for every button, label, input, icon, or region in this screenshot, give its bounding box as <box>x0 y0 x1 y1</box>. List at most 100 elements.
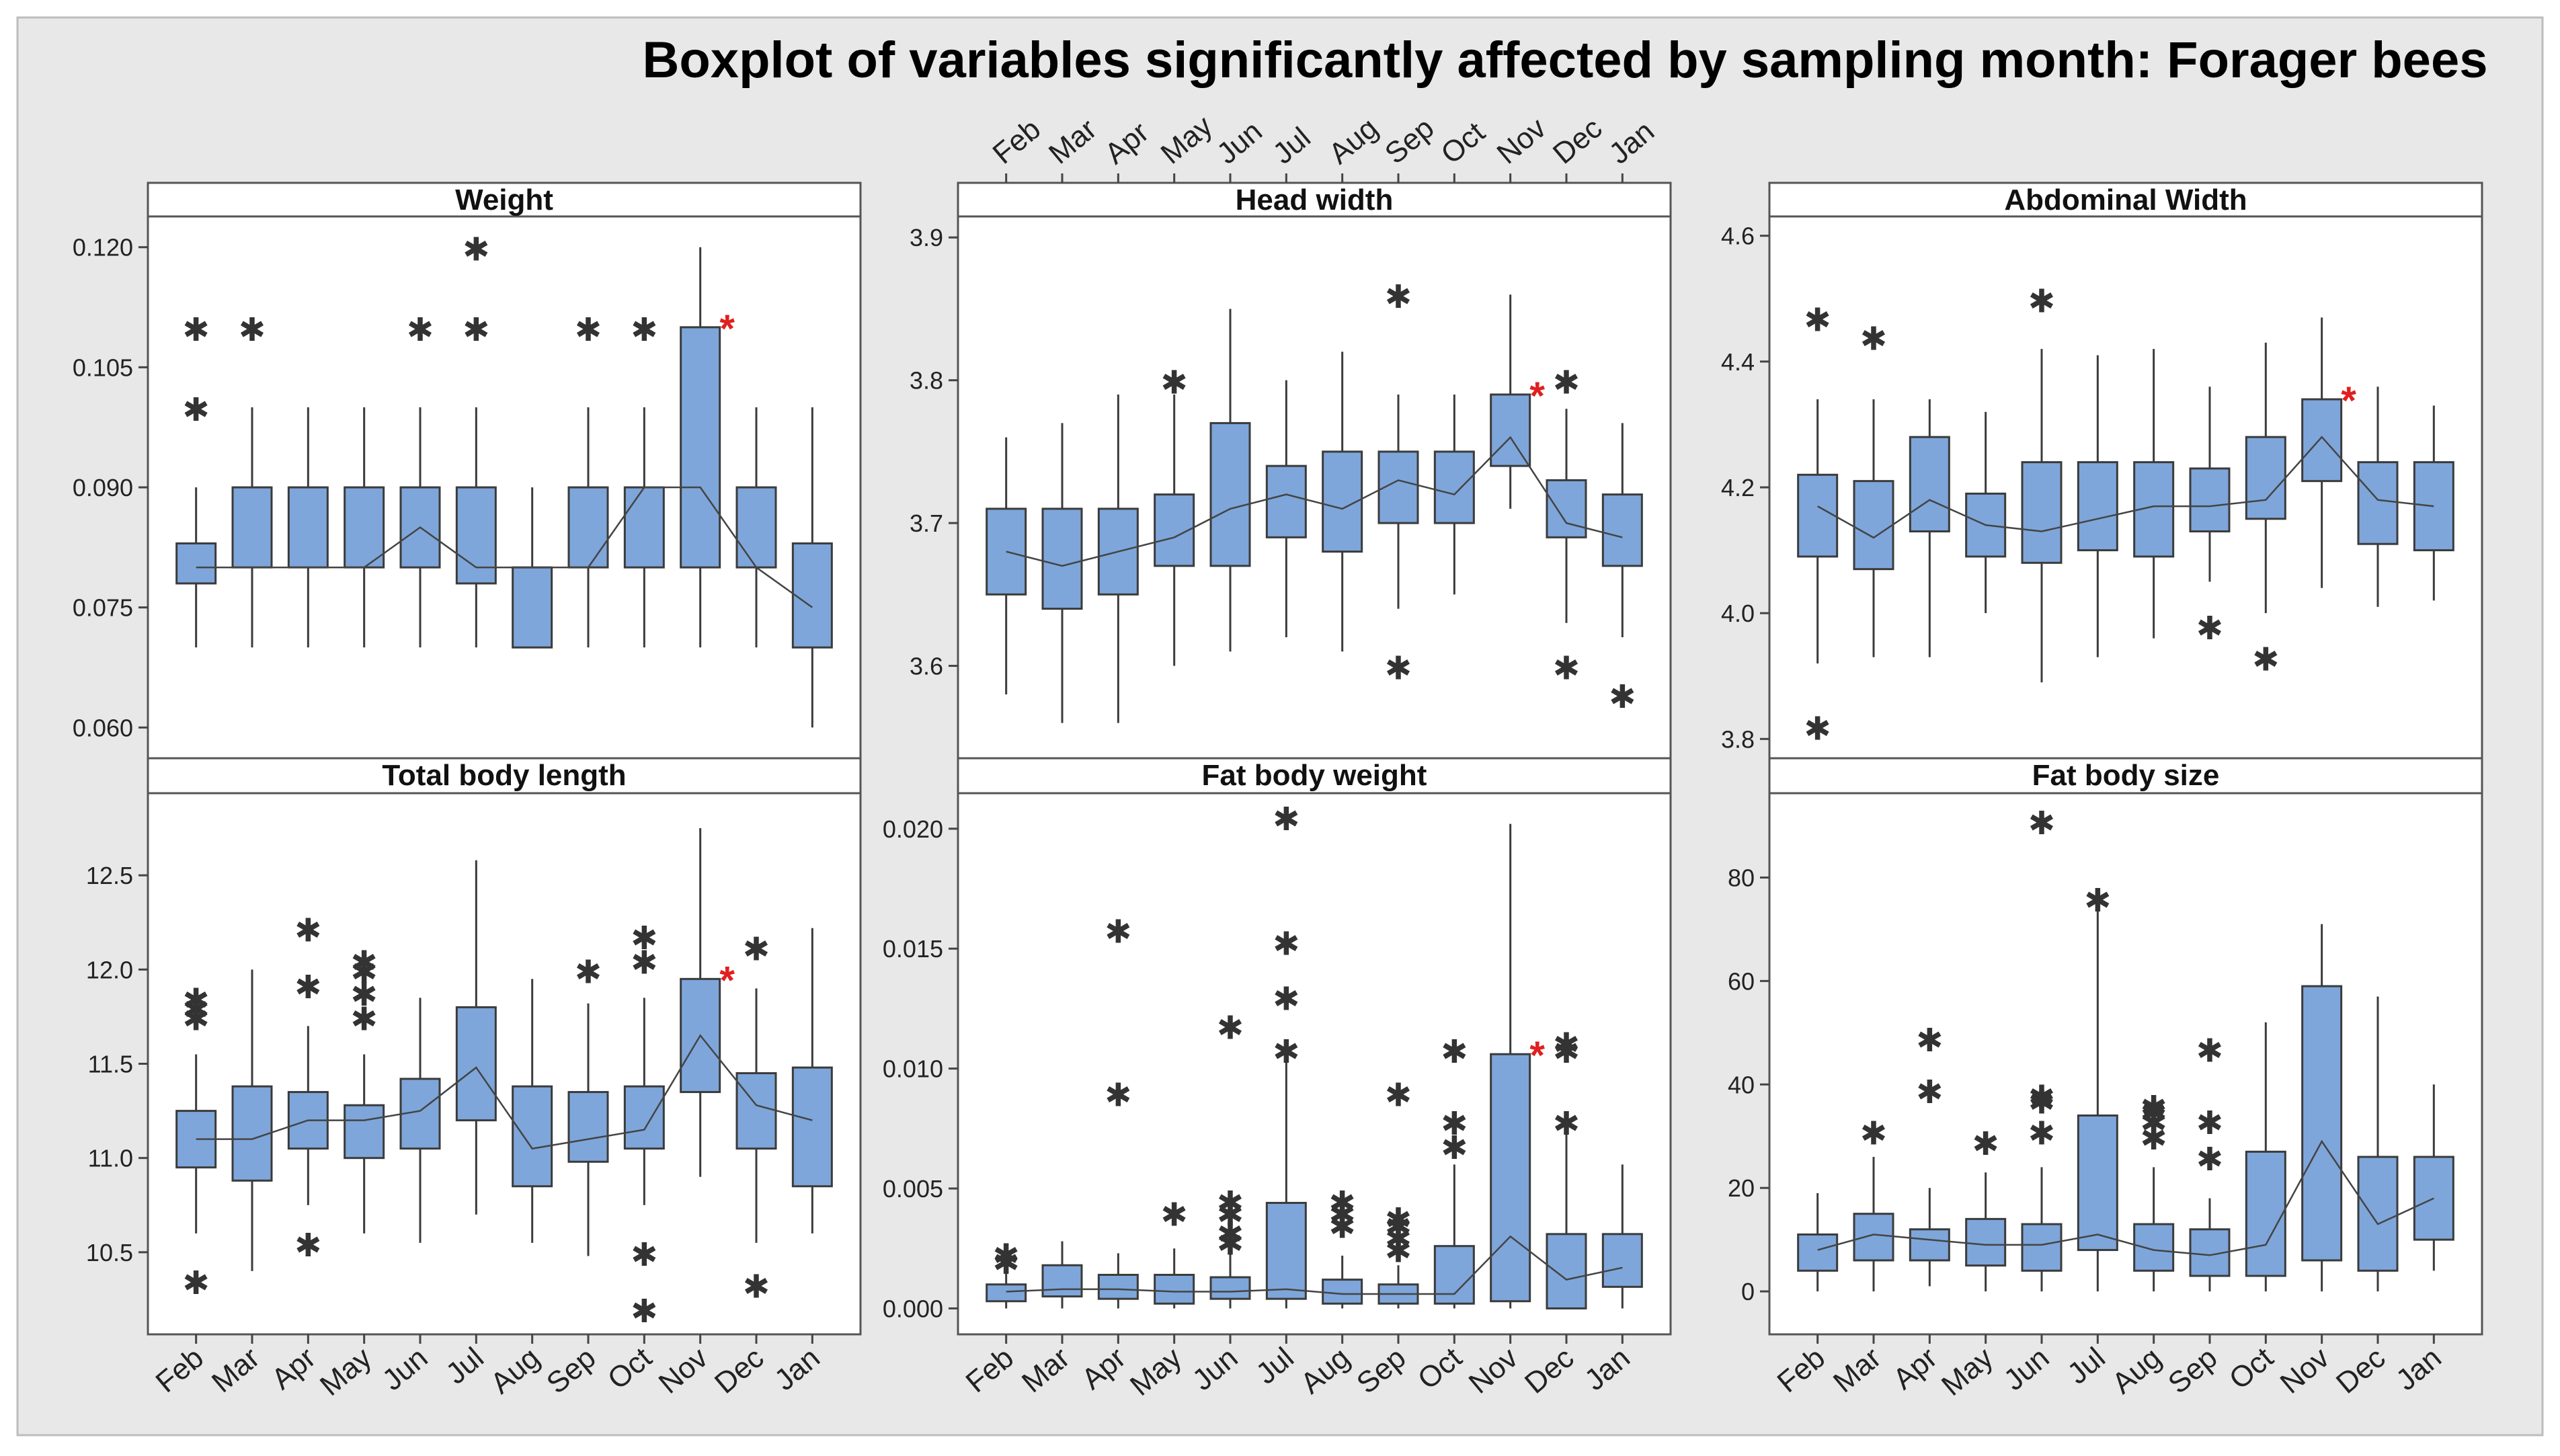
box-iqr <box>2301 398 2343 483</box>
box-may: ✱ <box>1154 1198 1195 1309</box>
mean-connect-line <box>1817 1139 2434 1256</box>
box-sep: ✱✱✱ <box>2189 1033 2231 1292</box>
box-iqr <box>1433 450 1475 524</box>
box-iqr <box>1965 1217 2007 1267</box>
significance-asterisk: * <box>719 959 735 1002</box>
box-mar <box>1041 423 1083 723</box>
outlier-mark: ✱ <box>1553 1106 1580 1142</box>
box-iqr <box>1797 1233 1839 1272</box>
box-sep: ✱✱✱✱✱ <box>1377 1078 1419 1309</box>
box-iqr <box>735 486 777 569</box>
y-tick-label: 0.010 <box>883 1055 943 1083</box>
outlier-mark: ✱ <box>1441 1035 1468 1070</box>
box-dec <box>2357 387 2399 607</box>
outlier-mark: ✱ <box>1441 1131 1468 1166</box>
box-apr <box>287 407 329 648</box>
outlier-mark: ✱ <box>183 313 210 348</box>
outlier-mark: ✱ <box>1441 1106 1468 1142</box>
box-iqr <box>344 486 385 569</box>
box-feb: ✱✱ <box>175 313 217 648</box>
box-feb: ✱✱✱✱ <box>175 983 217 1301</box>
box-iqr <box>175 542 217 585</box>
box-jul <box>1265 380 1307 638</box>
outlier-mark: ✱ <box>993 1238 1020 1274</box>
box-sep: ✱ <box>567 955 609 1256</box>
panel-total-body-length: Total body length10.511.011.512.012.5✱✱✱… <box>86 757 862 1402</box>
outlier-mark: ✱ <box>2196 1106 2223 1141</box>
mean-connect-line <box>1817 436 2434 539</box>
box-iqr <box>1041 1264 1083 1298</box>
box-jul: ✱✱ <box>455 233 497 648</box>
significance-asterisk: * <box>1529 1034 1545 1078</box>
box-iqr <box>986 1283 1027 1303</box>
box-jan: ✱ <box>1601 423 1643 715</box>
box-feb: ✱✱ <box>986 1238 1027 1309</box>
box-iqr <box>1490 393 1531 467</box>
mean-connect-line <box>1006 1235 1623 1295</box>
y-tick-label: 4.6 <box>1721 223 1755 250</box>
box-iqr <box>1601 493 1643 567</box>
box-iqr <box>1546 479 1587 538</box>
outlier-mark: ✱ <box>743 932 770 968</box>
outlier-mark: ✱ <box>1161 1198 1188 1233</box>
y-tick-label: 0.075 <box>73 594 133 622</box>
box-iqr <box>344 1104 385 1160</box>
outlier-mark: ✱ <box>1329 1210 1356 1246</box>
box-jun: ✱✱✱✱ <box>2021 806 2063 1292</box>
box-iqr <box>791 1066 833 1188</box>
y-tick-label: 3.7 <box>910 510 943 537</box>
outlier-mark: ✱ <box>2141 1106 2167 1141</box>
box-dec: ✱✱ <box>735 932 777 1305</box>
outlier-mark: ✱ <box>631 313 657 348</box>
outlier-mark: ✱ <box>2141 1096 2167 1131</box>
outlier-mark: ✱ <box>351 1002 378 1037</box>
outlier-mark: ✱ <box>351 977 378 1013</box>
y-tick-label: 4.4 <box>1721 348 1755 376</box>
box-iqr <box>231 486 273 569</box>
y-tick-label: 0.000 <box>883 1295 943 1322</box>
outlier-mark: ✱ <box>183 1266 210 1301</box>
box-mar <box>1041 1241 1083 1309</box>
box-iqr <box>399 1078 441 1150</box>
y-tick-label: 0.005 <box>883 1175 943 1203</box>
box-may <box>344 407 385 648</box>
box-iqr <box>2413 1156 2454 1241</box>
box-iqr <box>1154 1274 1195 1305</box>
outlier-mark: ✱ <box>351 945 378 981</box>
outlier-mark: ✱ <box>1385 1233 1412 1269</box>
box-nov <box>1490 823 1531 1309</box>
box-iqr <box>2133 1223 2175 1272</box>
box-nov <box>2301 317 2343 588</box>
panel-title: Total body length <box>382 759 626 792</box>
y-tick-label: 12.5 <box>86 862 133 889</box>
box-mar: ✱ <box>1853 321 1894 657</box>
outlier-mark: ✱ <box>1329 1186 1356 1221</box>
y-tick-label: 4.0 <box>1721 600 1755 627</box>
box-iqr <box>1490 1053 1531 1303</box>
outlier-mark: ✱ <box>183 992 210 1028</box>
outlier-mark: ✱ <box>631 945 657 981</box>
outlier-mark: ✱ <box>2141 1090 2167 1126</box>
panel-title: Head width <box>1236 184 1394 216</box>
outlier-mark: ✱ <box>294 970 321 1006</box>
y-tick-label: 3.8 <box>1721 725 1755 753</box>
outlier-mark: ✱ <box>1385 1221 1412 1257</box>
panel-title: Abdominal Width <box>2004 184 2247 216</box>
box-jan <box>1601 1164 1643 1309</box>
box-apr: ✱✱ <box>1909 1023 1950 1287</box>
outlier-mark: ✱ <box>183 1002 210 1037</box>
box-feb <box>1797 1192 1839 1292</box>
box-apr <box>1909 399 1950 657</box>
outlier-mark: ✱ <box>1553 651 1580 687</box>
outlier-mark: ✱ <box>1804 712 1831 747</box>
panel-fat-body-weight: Fat body weight 0.000 0.005 0.010 0.015 0.020… <box>883 757 1672 1402</box>
outlier-mark: ✱ <box>463 313 489 348</box>
y-tick-label: 80 <box>1728 864 1755 891</box>
box-iqr <box>1853 1213 1894 1262</box>
significance-asterisk: * <box>1529 374 1545 418</box>
box-jul <box>455 860 497 1215</box>
outlier-mark: ✱ <box>1385 280 1412 315</box>
outlier-mark: ✱ <box>1553 1035 1580 1070</box>
